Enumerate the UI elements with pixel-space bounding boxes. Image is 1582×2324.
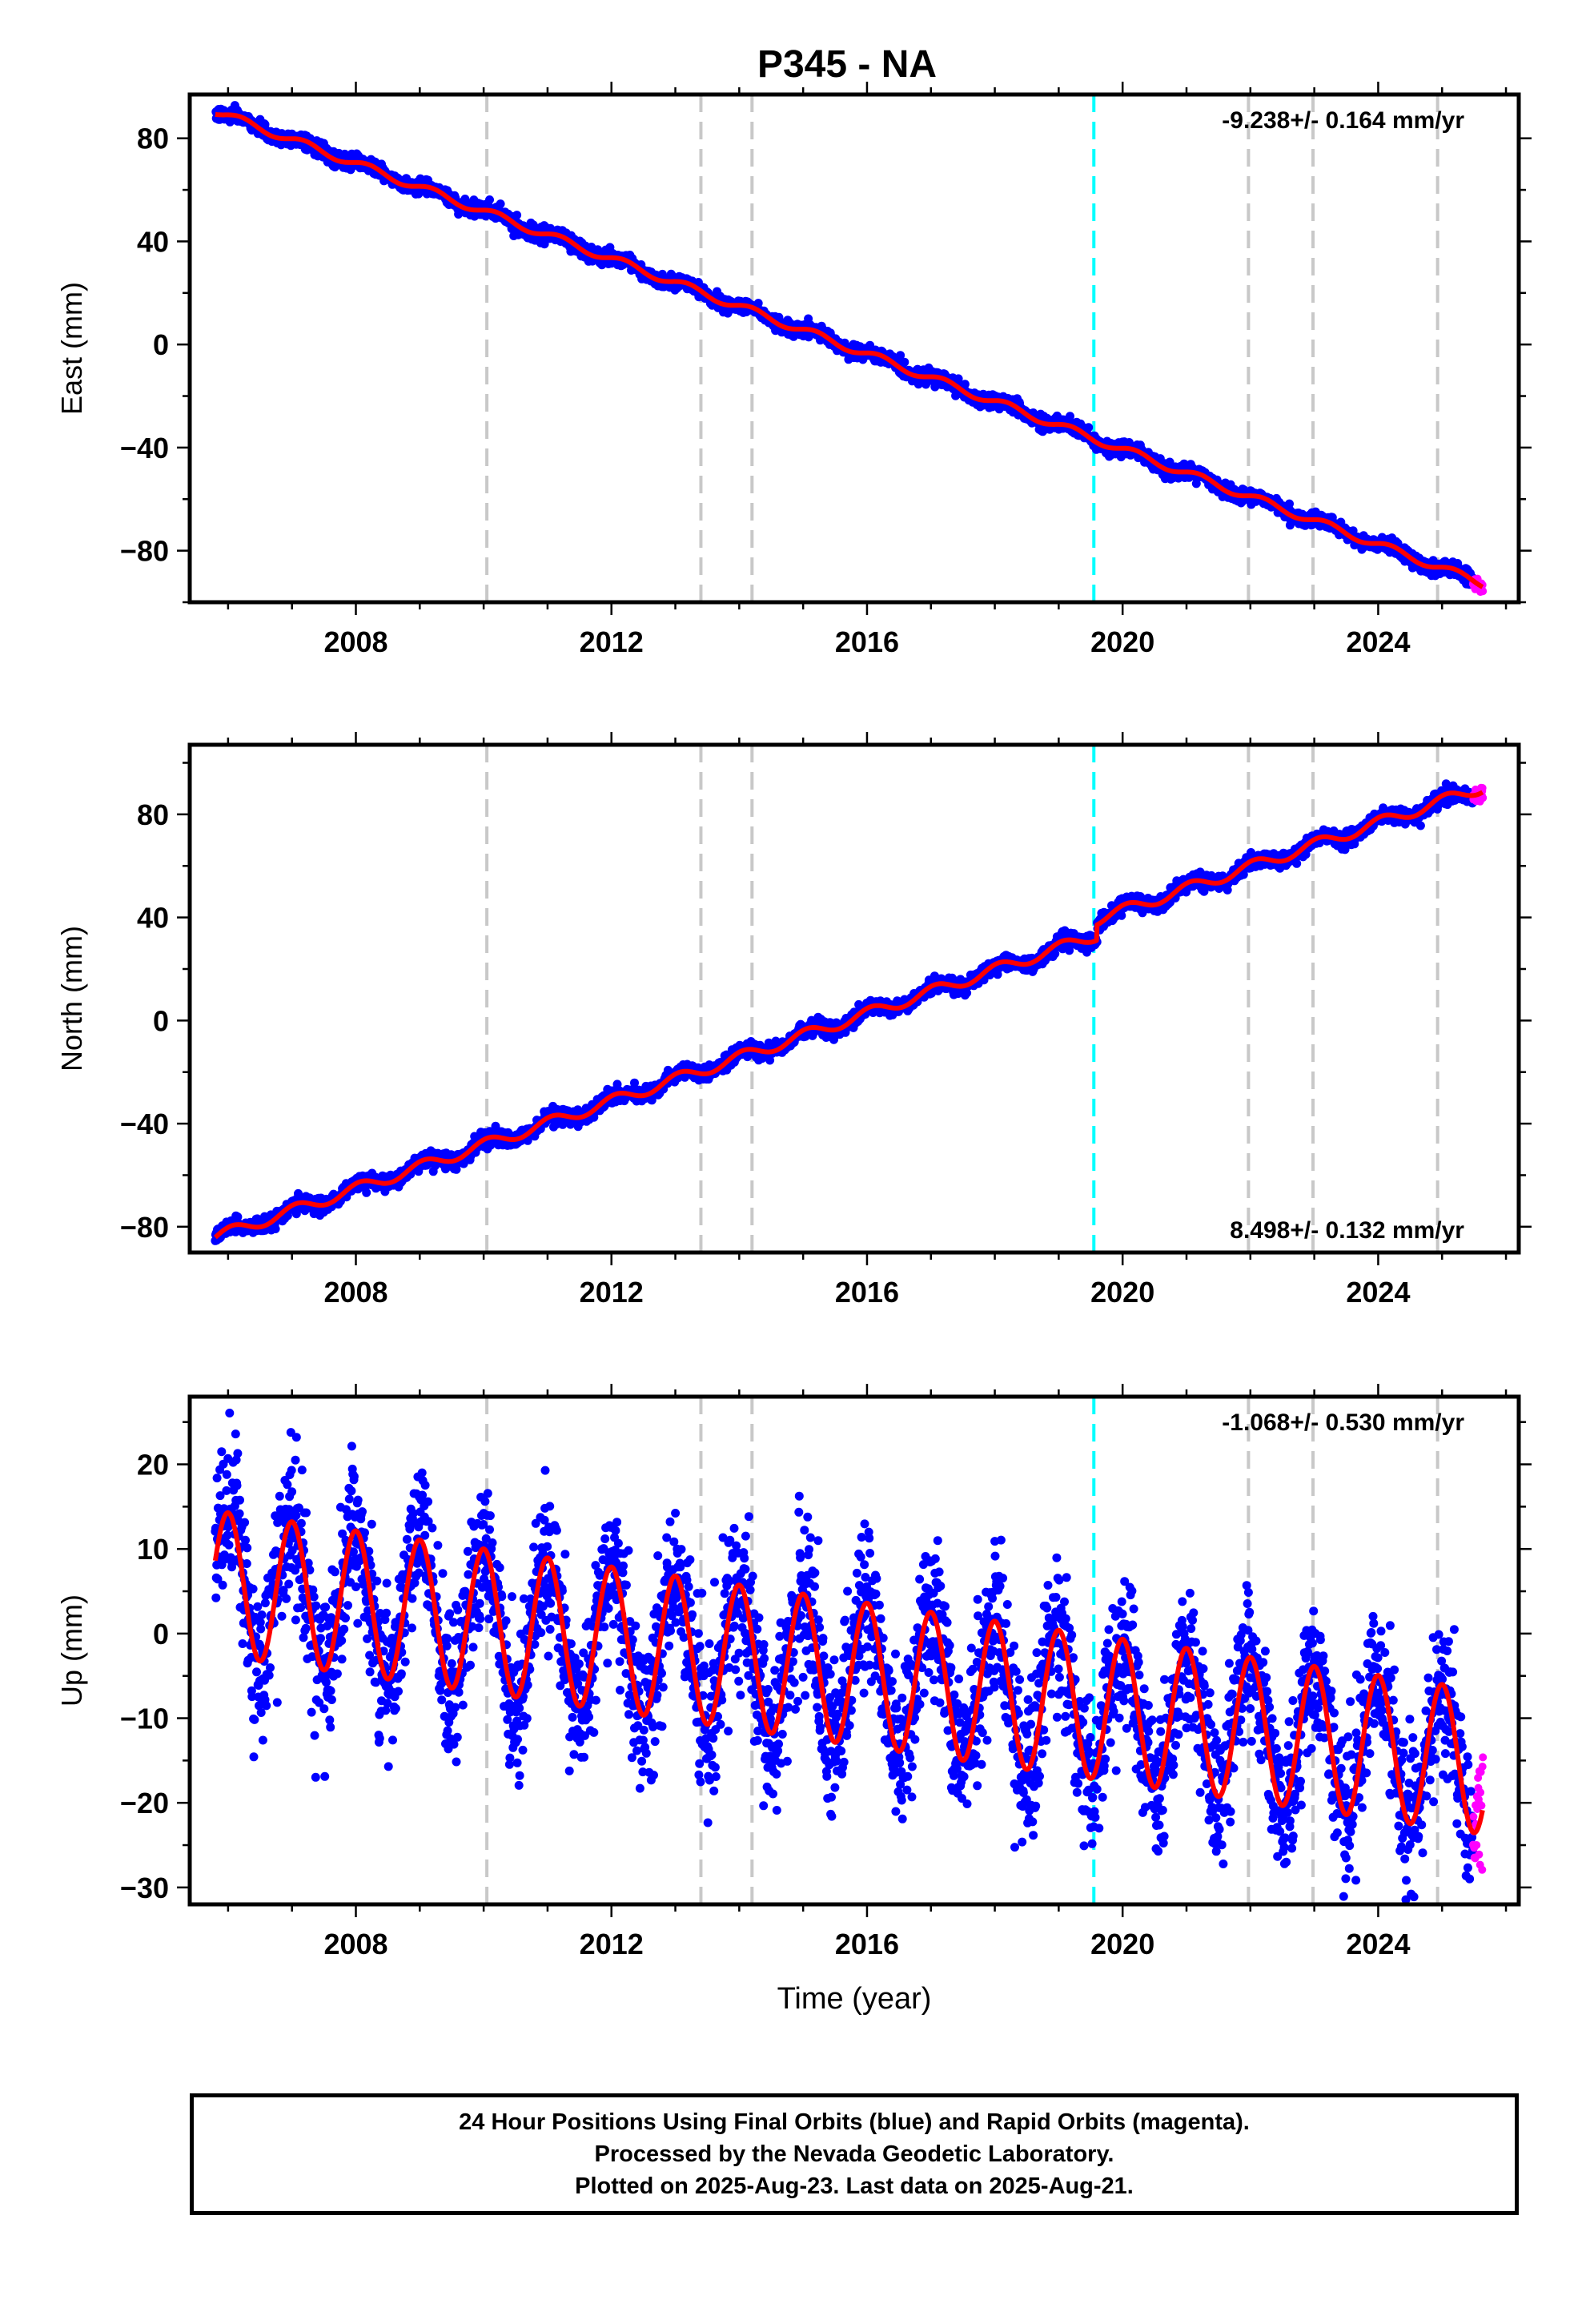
rate-label: -9.238+/- 0.164 mm/yr [1222,107,1464,134]
model-fit-line [213,111,1485,589]
rapid-point [1479,587,1488,596]
plot-area [211,745,1488,1252]
final-point [1084,423,1094,432]
final-point [271,1224,280,1233]
panels: 2008 2012 2016 2020 2024 −80 −40 0 40 80 East (mm)… [55,82,1532,2016]
final-point [362,1188,371,1197]
final-point [512,211,522,220]
plot-area [211,94,1488,602]
final-point [485,195,494,204]
y-tick-label: 0 [153,328,169,361]
figure-title: P345 - NA [757,43,937,86]
y-axis-label: East (mm) [55,282,88,415]
x-tick-label: 2020 [1090,625,1154,658]
y-tick-label: 40 [137,225,169,258]
panel-east: 2008 2012 2016 2020 2024 −80 −40 0 40 80 East (mm)… [55,82,1532,658]
x-tick-label: 2024 [1346,625,1410,658]
final-point [900,357,909,367]
y-tick-label: −40 [120,432,169,464]
final-point [496,199,505,209]
x-tick-label: 2008 [323,625,387,658]
y-tick-label: −80 [120,535,169,568]
y-tick-label: 80 [137,123,169,155]
x-tick-label: 2016 [835,625,899,658]
x-tick-label: 2012 [580,625,644,658]
